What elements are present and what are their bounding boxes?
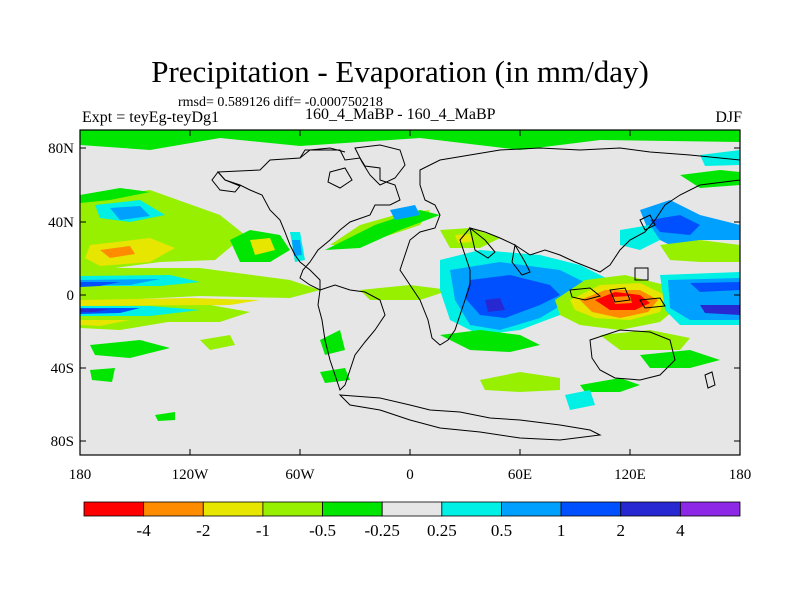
coastline-hudson-bay xyxy=(327,167,353,189)
colorbar-swatch-7 xyxy=(501,501,562,517)
coastline-india xyxy=(511,243,531,276)
colorbar-swatch-9 xyxy=(620,501,681,517)
contour-npacific-blue xyxy=(110,206,150,220)
colorbar-swatch-3 xyxy=(262,501,323,517)
contour-spcz-navy xyxy=(80,309,110,312)
colorbar xyxy=(83,501,741,517)
colorbar-label-4: -0.25 xyxy=(364,521,399,540)
contour-npacific-green-edge xyxy=(80,188,150,203)
contour-indian-navy xyxy=(485,298,505,312)
colorbar-label-7: 1 xyxy=(557,521,566,540)
y-tick-80s: 80S xyxy=(51,434,74,450)
y-tick-80n: 80N xyxy=(48,141,74,157)
x-tick-120e: 120E xyxy=(614,467,646,483)
x-tick-60w: 60W xyxy=(285,467,315,483)
x-tick-180w: 180 xyxy=(69,467,92,483)
coastline-new-zealand xyxy=(704,371,716,389)
contour-swpac-lime xyxy=(600,330,690,350)
coastline-australia xyxy=(589,329,676,381)
contour-sindian-green xyxy=(440,330,540,352)
contour-tatl-lime xyxy=(360,285,450,300)
contour-natl-green xyxy=(325,210,440,250)
stats-label: rmsd= 0.589126 diff= -0.000750218 xyxy=(178,95,383,110)
coastline-antarctica xyxy=(338,394,602,441)
experiment-label: Expt = teyEg-teyDg1 xyxy=(82,109,219,126)
colorbar-swatch-10 xyxy=(679,501,741,517)
coastline-maritime-continent xyxy=(569,287,602,301)
colorbar-label-5: 0.25 xyxy=(427,521,457,540)
coastline-korea-box xyxy=(634,267,649,281)
colorbar-label-0: -4 xyxy=(137,521,152,540)
contour-epac-blue xyxy=(292,240,302,256)
coastline-eurasia-africa xyxy=(399,147,740,346)
colorbar-swatch-8 xyxy=(560,501,622,517)
contour-epac-yellow xyxy=(250,238,275,255)
contour-southern-green-2 xyxy=(155,412,175,421)
colorbar-swatch-6 xyxy=(441,501,502,517)
coastline-arabia xyxy=(469,226,496,259)
contour-nwpac-green xyxy=(680,170,740,188)
contour-spac-green-2 xyxy=(90,368,115,382)
colorbar-label-8: 2 xyxy=(616,521,625,540)
contour-wpac-east-navy xyxy=(700,305,740,315)
contour-southern-lime xyxy=(200,335,235,350)
plot-title: Precipitation - Evaporation (in mm/day) xyxy=(151,54,649,89)
x-axis-ticks xyxy=(79,130,741,455)
colorbar-swatch-1 xyxy=(143,501,204,517)
coastline-canadian-arctic xyxy=(299,147,346,159)
y-axis-ticks xyxy=(80,147,740,442)
colorbar-swatch-5 xyxy=(381,501,443,517)
colorbar-label-6: 0.5 xyxy=(491,521,512,540)
contour-wpac-east-darkblue xyxy=(690,282,740,292)
colorbar-label-1: -2 xyxy=(196,521,210,540)
y-tick-40s: 40S xyxy=(51,361,74,377)
coastline-greenland xyxy=(354,144,406,186)
contour-kuroshio-darkblue xyxy=(650,215,700,235)
colorbar-swatch-2 xyxy=(202,501,264,517)
contour-eqpac-yellow xyxy=(80,298,260,306)
x-tick-60e: 60E xyxy=(508,467,532,483)
season-label: DJF xyxy=(715,109,742,126)
contour-sindian-green-2 xyxy=(580,378,640,392)
coastline-north-america xyxy=(216,149,401,291)
colorbar-label-9: 4 xyxy=(676,521,685,540)
y-tick-labels: 80N 40N 0 40S 80S xyxy=(48,141,74,450)
contour-eqpac-darkblue xyxy=(80,282,120,287)
colorbar-labels: -4 -2 -1 -0.5 -0.25 0.25 0.5 1 2 4 xyxy=(137,521,686,540)
contour-spcz-yellow xyxy=(80,320,130,326)
contour-spac-green xyxy=(90,340,170,358)
y-tick-0: 0 xyxy=(67,288,75,304)
colorbar-label-2: -1 xyxy=(256,521,270,540)
contour-natl-blue xyxy=(390,205,420,220)
comparison-label: 160_4_MaBP - 160_4_MaBP xyxy=(305,106,496,123)
contour-patches-green xyxy=(320,330,345,355)
colorbar-swatch-4 xyxy=(322,501,383,517)
contour-kuroshio-cyan xyxy=(620,225,660,250)
coastline-south-america xyxy=(317,284,386,391)
colorbar-swatch-0 xyxy=(83,501,145,517)
y-tick-40n: 40N xyxy=(48,215,74,231)
coastline-layer xyxy=(211,144,740,441)
x-tick-0: 0 xyxy=(406,467,414,483)
contour-fill-layer xyxy=(80,130,740,421)
contour-nwpac-lime xyxy=(660,240,740,262)
coastline-borneo xyxy=(609,287,631,303)
coastline-alaska xyxy=(211,171,241,193)
x-tick-180e: 180 xyxy=(729,467,752,483)
contour-southern-cyan xyxy=(565,390,595,410)
contour-arctic-green xyxy=(80,130,740,150)
x-tick-120w: 120W xyxy=(172,467,210,483)
colorbar-label-3: -0.5 xyxy=(309,521,336,540)
coastline-japan xyxy=(639,214,656,231)
contour-npacific-orange xyxy=(100,246,135,258)
contour-sindian-lime xyxy=(480,372,560,392)
contour-swpac-green xyxy=(640,350,720,368)
coastline-new-guinea xyxy=(639,297,666,309)
x-tick-labels: 180 120W 60W 0 60E 120E 180 xyxy=(69,467,752,483)
contour-arabian-yellow xyxy=(455,234,472,243)
